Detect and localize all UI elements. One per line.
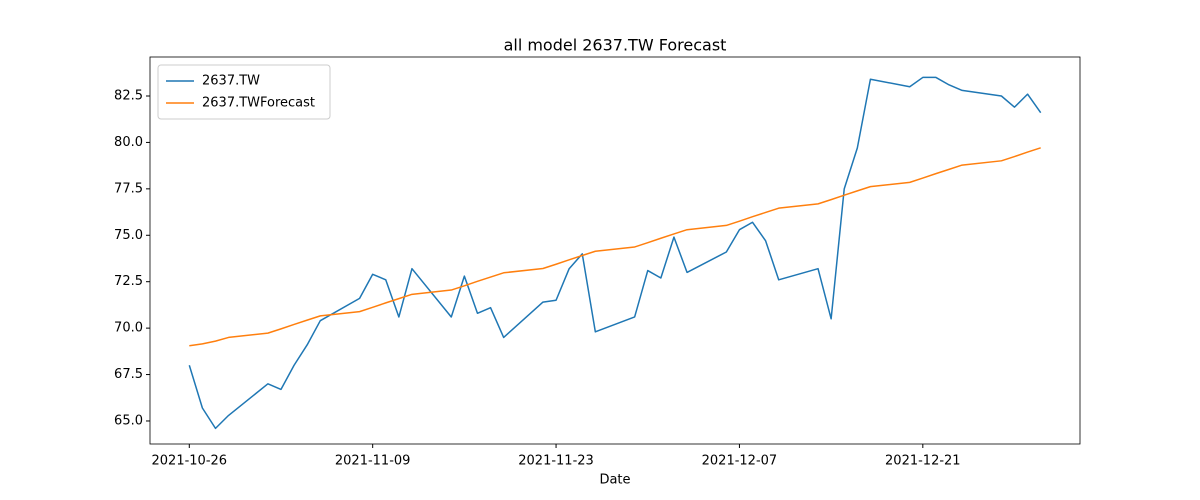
- y-tick-label: 77.5: [114, 181, 143, 196]
- y-tick-label: 65.0: [114, 413, 143, 428]
- y-tick-label: 75.0: [114, 228, 143, 243]
- y-tick-label: 80.0: [114, 135, 143, 150]
- legend-box: [157, 64, 331, 120]
- x-tick-label: 2021-10-26: [152, 454, 228, 469]
- x-tick-label: 2021-11-23: [518, 454, 594, 469]
- line-series: [189, 147, 1041, 347]
- line-series: [188, 76, 1042, 430]
- x-tick-label: 2021-12-07: [702, 454, 778, 469]
- chart-title: all model 2637.TW Forecast: [504, 36, 727, 55]
- y-tick-label: 67.5: [114, 367, 143, 382]
- y-tick-label: 82.5: [114, 88, 143, 103]
- x-tick-label: 2021-12-21: [885, 454, 961, 469]
- x-tick-label: 2021-11-09: [335, 454, 411, 469]
- x-axis-label: Date: [599, 473, 630, 488]
- legend-label: 2637.TWForecast: [202, 96, 315, 111]
- legend-label: 2637.TW: [202, 74, 260, 89]
- y-tick-label: 70.0: [114, 321, 143, 336]
- y-tick-label: 72.5: [114, 274, 143, 289]
- plot-frame: [149, 56, 1081, 445]
